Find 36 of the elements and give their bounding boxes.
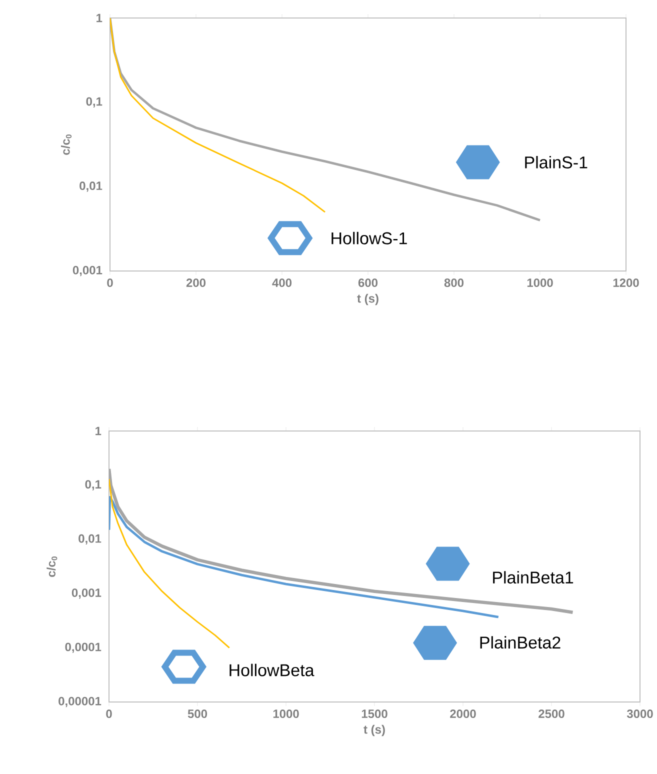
- x-tick-label: 400: [272, 278, 292, 287]
- annotation: HollowBeta: [230, 664, 314, 676]
- y-tick-label: 0,01: [80, 182, 102, 192]
- x-tick-label: 1000: [274, 710, 300, 718]
- y-tick-label: 0,001: [73, 266, 102, 276]
- x-tick-label: 2000: [450, 710, 476, 718]
- y-tick-label: 0,01: [78, 534, 102, 545]
- y-axis-title: c/c$_{0}$: [61, 134, 72, 155]
- x-axis-title: t (s): [364, 724, 386, 736]
- x-tick-label: 500: [188, 710, 208, 718]
- x-tick-label: 0: [106, 710, 112, 718]
- y-tick-label: 0,00001: [58, 696, 102, 708]
- y-tick-label: 1: [96, 14, 102, 22]
- y-tick-label: 0,1: [85, 480, 102, 490]
- line-series: [109, 467, 575, 614]
- x-tick-label: 800: [444, 278, 464, 287]
- x-tick-label: 600: [358, 278, 378, 287]
- line-series: [109, 478, 230, 649]
- annotation: PlainS-1: [525, 156, 588, 168]
- annotation: PlainBeta1: [493, 571, 574, 584]
- x-axis-title: t (s): [357, 294, 379, 306]
- x-tick-label: 200: [186, 278, 206, 287]
- x-tick-label: 1000: [528, 278, 554, 287]
- x-tick-label: 3000: [627, 710, 654, 718]
- y-tick-label: 0,0001: [65, 642, 102, 653]
- x-tick-label: 0: [107, 278, 113, 287]
- line-series: [110, 18, 326, 213]
- x-tick-label: 2500: [538, 710, 565, 718]
- y-tick-label: 0,001: [72, 588, 102, 599]
- x-tick-label: 1200: [614, 278, 640, 287]
- annotation: HollowS-1: [332, 232, 408, 244]
- y-axis-title: c/c$_{0}$: [46, 556, 58, 577]
- x-tick-label: 1500: [362, 710, 388, 718]
- annotation: PlainBeta2: [480, 636, 560, 649]
- y-tick-label: 1: [96, 426, 102, 436]
- y-tick-label: 0,1: [86, 97, 102, 108]
